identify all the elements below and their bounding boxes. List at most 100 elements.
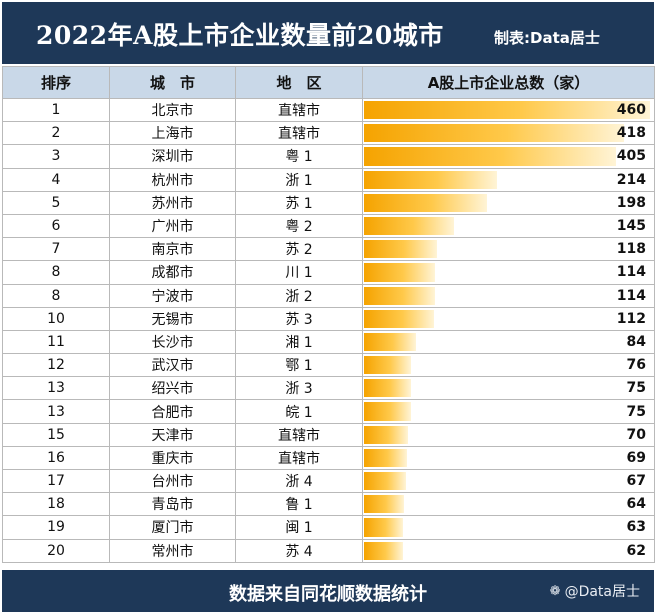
column-header-count: A股上市企业总数（家）: [362, 66, 655, 99]
city-cell: 南京市: [109, 237, 236, 262]
city-cell: 上海市: [109, 121, 236, 146]
city-cell: 宁波市: [109, 283, 236, 308]
footer-banner: 数据来自同花顺数据统计 ❁ @Data居士: [2, 570, 654, 612]
data-label: 405: [616, 148, 646, 165]
platform-logo-icon: ❁: [549, 583, 561, 599]
data-label: 62: [626, 542, 646, 559]
data-bar: [364, 495, 404, 514]
rank-cell: 2: [2, 121, 110, 146]
region-cell: 川 1: [235, 260, 363, 285]
table-body: 1 北京市 直辖市 460 2 上海市 直辖市 418 3 深圳市粤 1 405 4 杭州市浙 1 214…: [2, 97, 655, 563]
rank-cell: 15: [2, 422, 110, 447]
data-label: 64: [626, 496, 646, 513]
watermark-text: @Data居士: [564, 584, 640, 600]
region-cell: 浙 3: [235, 376, 363, 401]
data-bar: [364, 286, 435, 305]
data-label: 75: [626, 380, 646, 397]
count-cell: 76: [362, 353, 655, 378]
region-cell: 直辖市: [235, 445, 363, 471]
data-label: 198: [616, 194, 646, 211]
city-cell: 天津市: [109, 422, 236, 447]
data-bar: [364, 448, 407, 467]
data-bar: [364, 193, 488, 212]
count-cell: 460: [362, 97, 655, 123]
count-cell: 145: [362, 213, 655, 239]
table-row: 11 长沙市湘 1 84: [2, 329, 655, 355]
city-cell: 无锡市: [109, 306, 236, 331]
data-bar: [364, 309, 434, 328]
title-banner: 2022年A股上市企业数量前20城市 制表:Data居士: [2, 2, 654, 64]
city-cell: 青岛市: [109, 492, 236, 517]
count-cell: 75: [362, 399, 655, 424]
data-bar: [364, 263, 435, 282]
region-cell: 苏 1: [235, 190, 363, 215]
table-row: 8 宁波市浙 2 114: [2, 283, 655, 308]
count-cell: 75: [362, 376, 655, 401]
table-row: 13 合肥市皖 1 75: [2, 399, 655, 424]
page-title: 2022年A股上市企业数量前20城市: [36, 21, 444, 50]
region-cell: 直辖市: [235, 121, 363, 146]
data-label: 460: [616, 102, 646, 119]
count-cell: 418: [362, 121, 655, 146]
table-row: 19 厦门市闽 1 63: [2, 515, 655, 540]
count-cell: 198: [362, 190, 655, 215]
table-row: 12 武汉市鄂 1 76: [2, 353, 655, 378]
data-source-note: 数据来自同花顺数据统计: [229, 584, 427, 605]
count-cell: 214: [362, 167, 655, 192]
data-bar: [364, 147, 616, 166]
table-row: 17 台州市浙 4 67: [2, 468, 655, 494]
count-cell: 69: [362, 445, 655, 471]
region-cell: 苏 2: [235, 237, 363, 262]
rank-cell: 11: [2, 329, 110, 355]
rank-cell: 1: [2, 97, 110, 123]
count-cell: 84: [362, 329, 655, 355]
table-row: 6 广州市粤 2 145: [2, 213, 655, 239]
city-cell: 常州市: [109, 538, 236, 563]
count-cell: 114: [362, 260, 655, 285]
rank-cell: 5: [2, 190, 110, 215]
rank-cell: 13: [2, 399, 110, 424]
rank-cell: 13: [2, 376, 110, 401]
column-header-region: 地 区: [235, 66, 363, 99]
rank-cell: 17: [2, 468, 110, 494]
rank-cell: 16: [2, 445, 110, 471]
table-row: 2 上海市 直辖市 418: [2, 121, 655, 146]
city-cell: 杭州市: [109, 167, 236, 192]
data-label: 69: [626, 449, 646, 466]
author-credit: 制表:Data居士: [494, 29, 600, 47]
rank-cell: 18: [2, 492, 110, 517]
table-row: 16 重庆市 直辖市 69: [2, 445, 655, 471]
table-row: 10 无锡市苏 3 112: [2, 306, 655, 331]
region-cell: 浙 1: [235, 167, 363, 192]
count-cell: 114: [362, 283, 655, 308]
table-row: 1 北京市 直辖市 460: [2, 97, 655, 123]
city-cell: 绍兴市: [109, 376, 236, 401]
data-label: 75: [626, 403, 646, 420]
rank-cell: 6: [2, 213, 110, 239]
data-label: 70: [626, 426, 646, 443]
data-bar: [364, 170, 498, 189]
data-label: 114: [616, 264, 646, 281]
data-label: 76: [626, 357, 646, 374]
table-row: 4 杭州市浙 1 214: [2, 167, 655, 192]
data-bar: [364, 379, 411, 398]
column-header-city: 城 市: [109, 66, 236, 99]
region-cell: 苏 3: [235, 306, 363, 331]
count-cell: 67: [362, 468, 655, 494]
region-cell: 皖 1: [235, 399, 363, 424]
data-bar: [364, 240, 438, 259]
region-cell: 闽 1: [235, 515, 363, 540]
city-cell: 台州市: [109, 468, 236, 494]
rank-cell: 20: [2, 538, 110, 563]
column-header-rank: 排序: [2, 66, 110, 99]
count-cell: 112: [362, 306, 655, 331]
data-bar: [364, 472, 406, 491]
city-cell: 合肥市: [109, 399, 236, 424]
region-cell: 鲁 1: [235, 492, 363, 517]
data-bar: [364, 402, 411, 421]
count-cell: 62: [362, 538, 655, 563]
city-cell: 北京市: [109, 97, 236, 123]
rank-cell: 7: [2, 237, 110, 262]
data-bar: [364, 124, 624, 143]
table-row: 13 绍兴市浙 3 75: [2, 376, 655, 401]
